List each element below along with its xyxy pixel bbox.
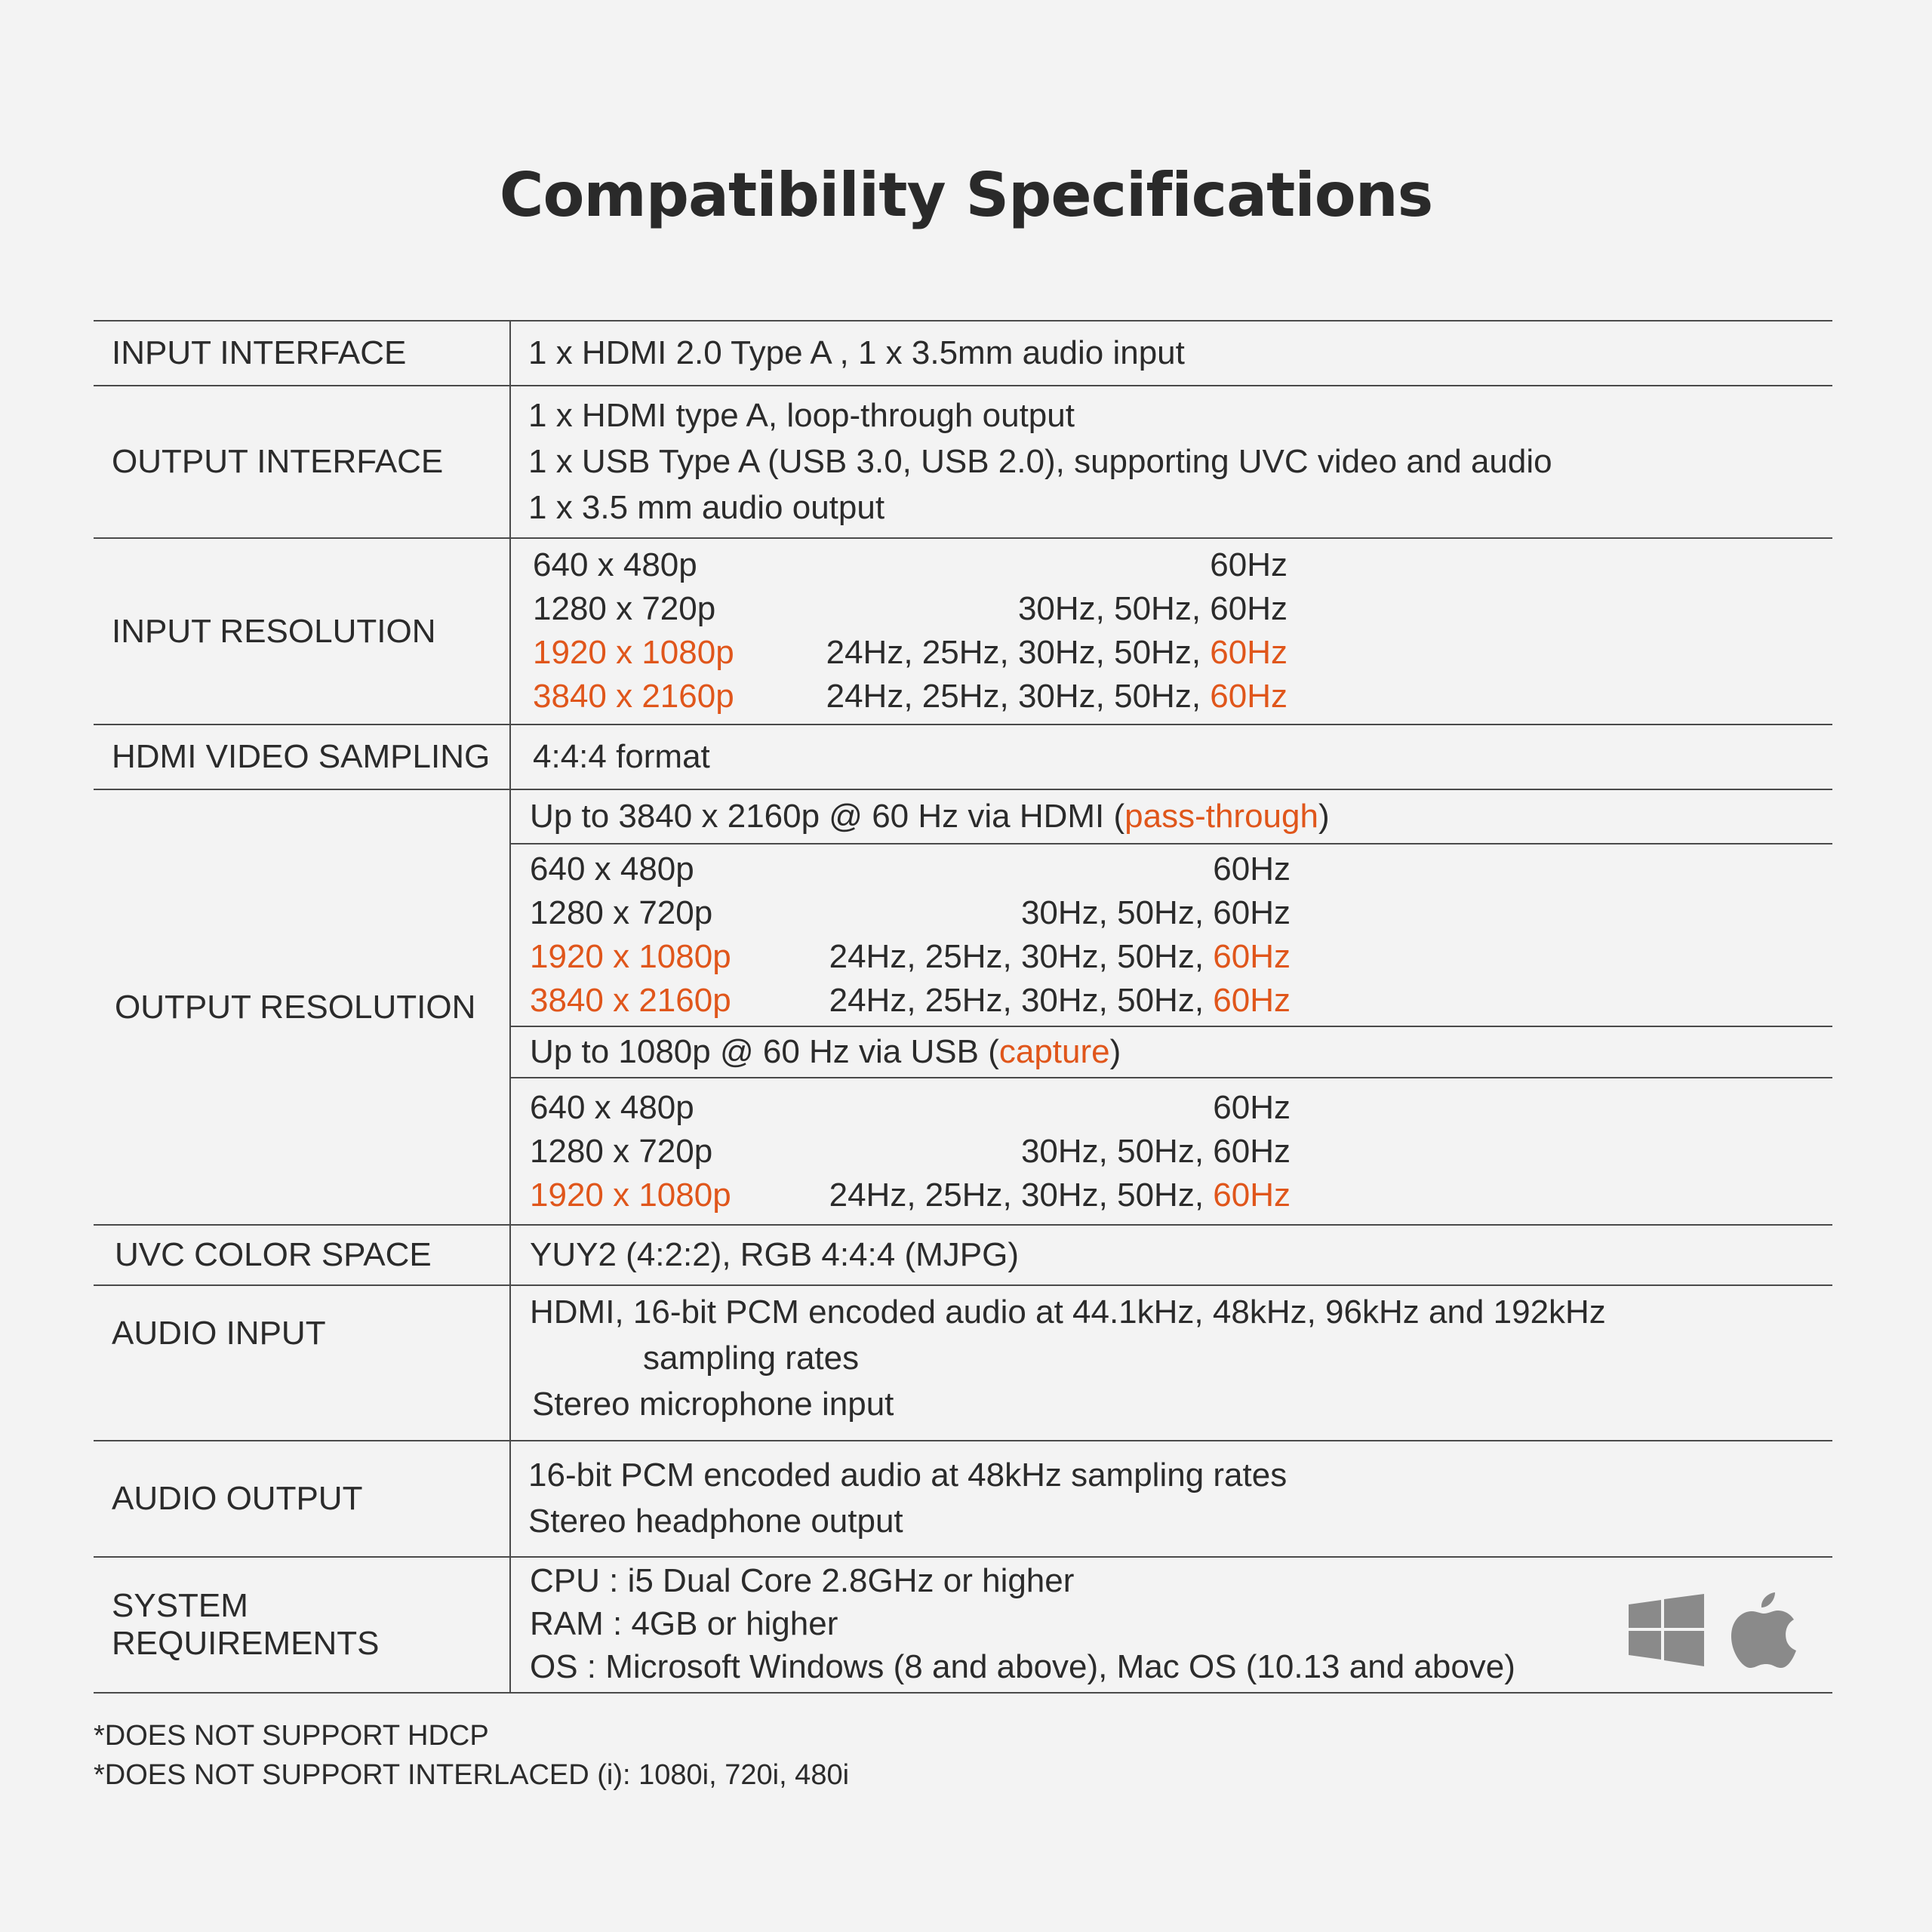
frame-rate-max: 60Hz — [1213, 938, 1291, 975]
row-system-requirements: SYSTEM REQUIREMENTS CPU : i5 Dual Core 2… — [94, 1558, 1832, 1694]
value-line: 1 x HDMI type A, loop-through output — [528, 397, 1075, 434]
frame-rate-max: 60Hz — [1213, 982, 1291, 1019]
frame-rates: 60Hz — [804, 543, 1287, 587]
frame-rates: 30Hz, 50Hz, 60Hz — [1020, 894, 1291, 931]
resolution-line: 3840 x 2160p 24Hz, 25Hz, 30Hz, 50Hz, 60Hz — [530, 979, 1832, 1023]
row-input-interface: INPUT INTERFACE 1 x HDMI 2.0 Type A , 1 … — [94, 321, 1832, 386]
frame-rates: 24Hz, 25Hz, 30Hz, 50Hz, 60Hz — [829, 938, 1291, 975]
frame-rates: 60Hz — [801, 1086, 1291, 1130]
resolution: 1280 x 720p — [530, 1133, 713, 1170]
frame-rate-max: 60Hz — [1213, 1089, 1291, 1126]
row-output-interface: OUTPUT INTERFACE 1 x HDMI type A, loop-t… — [94, 386, 1832, 539]
frame-rate-max: 60Hz — [1213, 851, 1291, 888]
page-title: Compatibility Specifications — [499, 160, 1434, 230]
value-line: OS : Microsoft Windows (8 and above), Ma… — [530, 1648, 1515, 1685]
apple-icon — [1731, 1592, 1796, 1668]
row-label: AUDIO INPUT — [94, 1286, 511, 1440]
windows-icon — [1629, 1594, 1704, 1666]
row-label: OUTPUT INTERFACE — [94, 386, 511, 537]
row-value: 4:4:4 format — [511, 725, 1832, 789]
row-audio-input: AUDIO INPUT HDMI, 16-bit PCM encoded aud… — [94, 1286, 1832, 1441]
value-line: HDMI, 16-bit PCM encoded audio at 44.1kH… — [530, 1294, 1606, 1331]
row-value: 640 x 480p 60Hz 1280 x 720p 30Hz, 50Hz, 60… — [511, 539, 1832, 724]
row-value: HDMI, 16-bit PCM encoded audio at 44.1kH… — [511, 1286, 1832, 1440]
capture-label: capture — [998, 1033, 1110, 1070]
resolution: 1280 x 720p — [530, 894, 713, 931]
value-line: 1 x 3.5 mm audio output — [528, 489, 885, 526]
frame-rate-max: 60Hz — [1213, 1177, 1291, 1214]
frame-rates: 30Hz, 50Hz, 60Hz — [1017, 590, 1287, 627]
row-value: 1 x HDMI type A, loop-through output 1 x… — [511, 386, 1832, 537]
frame-rate-max: 60Hz — [1210, 590, 1287, 627]
row-label: OUTPUT RESOLUTION — [94, 790, 511, 1224]
resolution-line: 640 x 480p 60Hz — [533, 543, 1832, 587]
row-label: HDMI VIDEO SAMPLING — [94, 725, 511, 789]
resolution-line: 640 x 480p 60Hz — [530, 848, 1832, 891]
frame-rates: 24Hz, 25Hz, 30Hz, 50Hz, 60Hz — [829, 982, 1291, 1019]
value-text: YUY2 (4:2:2), RGB 4:4:4 (MJPG) — [530, 1236, 1019, 1273]
row-audio-output: AUDIO OUTPUT 16-bit PCM encoded audio at… — [94, 1441, 1832, 1558]
frame-rates: 24Hz, 25Hz, 30Hz, 50Hz, 60Hz — [829, 1177, 1291, 1214]
row-value: Up to 3840 x 2160p @ 60 Hz via HDMI (pas… — [511, 790, 1832, 1224]
spec-table: INPUT INTERFACE 1 x HDMI 2.0 Type A , 1 … — [94, 320, 1832, 1694]
footnote: *DOES NOT SUPPORT HDCP — [94, 1720, 489, 1752]
row-label: INPUT RESOLUTION — [94, 539, 511, 724]
row-hdmi-sampling: HDMI VIDEO SAMPLING 4:4:4 format — [94, 725, 1832, 790]
row-value: YUY2 (4:2:2), RGB 4:4:4 (MJPG) — [511, 1226, 1832, 1284]
value-line: sampling rates — [643, 1340, 860, 1377]
resolution-line: 1920 x 1080p 24Hz, 25Hz, 30Hz, 50Hz, 60Hz — [530, 935, 1832, 979]
footnote: *DOES NOT SUPPORT INTERLACED (i): 1080i,… — [94, 1759, 850, 1791]
value-line: 1 x USB Type A (USB 3.0, USB 2.0), suppo… — [528, 443, 1552, 480]
row-label: SYSTEM REQUIREMENTS — [94, 1558, 511, 1692]
frame-rate-max: 60Hz — [1210, 678, 1287, 715]
resolution: 1920 x 1080p — [533, 634, 734, 671]
row-output-resolution: OUTPUT RESOLUTION Up to 3840 x 2160p @ 6… — [94, 790, 1832, 1226]
frame-rates: 30Hz, 50Hz, 60Hz — [1020, 1133, 1291, 1170]
resolution: 3840 x 2160p — [533, 678, 734, 715]
row-label: AUDIO OUTPUT — [94, 1441, 511, 1556]
value-text: 4:4:4 format — [533, 738, 710, 775]
frame-rate-max: 60Hz — [1213, 894, 1291, 931]
value-line: Stereo headphone output — [528, 1503, 903, 1540]
row-label: INPUT INTERFACE — [94, 321, 511, 385]
row-value: CPU : i5 Dual Core 2.8GHz or higher RAM … — [511, 1558, 1832, 1692]
pass-through-label: pass-through — [1124, 798, 1318, 835]
frame-rates: 60Hz — [801, 848, 1291, 891]
frame-rate-max: 60Hz — [1210, 546, 1287, 583]
frame-rate-max: 60Hz — [1210, 634, 1287, 671]
row-value: 16-bit PCM encoded audio at 48kHz sampli… — [511, 1441, 1832, 1556]
resolution-line: 3840 x 2160p 24Hz, 25Hz, 30Hz, 50Hz, 60Hz — [533, 675, 1832, 718]
resolution: 3840 x 2160p — [530, 982, 731, 1019]
resolution-line: 640 x 480p 60Hz — [530, 1086, 1832, 1130]
value-line: 16-bit PCM encoded audio at 48kHz sampli… — [528, 1457, 1287, 1494]
resolution: 640 x 480p — [530, 1089, 694, 1126]
resolution: 640 x 480p — [530, 851, 694, 888]
usb-output-header: Up to 1080p @ 60 Hz via USB (capture) — [511, 1027, 1832, 1078]
resolution: 640 x 480p — [533, 546, 697, 583]
resolution-line: 1920 x 1080p 24Hz, 25Hz, 30Hz, 50Hz, 60Hz — [533, 631, 1832, 675]
value-line: Stereo microphone input — [532, 1386, 894, 1423]
row-input-resolution: INPUT RESOLUTION 640 x 480p 60Hz 1280 x 7… — [94, 539, 1832, 725]
frame-rates: 24Hz, 25Hz, 30Hz, 50Hz, 60Hz — [826, 634, 1287, 671]
hdmi-output-header: Up to 3840 x 2160p @ 60 Hz via HDMI (pas… — [511, 790, 1832, 844]
os-icons — [1629, 1591, 1796, 1669]
row-value: 1 x HDMI 2.0 Type A , 1 x 3.5mm audio in… — [511, 321, 1832, 385]
value-line: CPU : i5 Dual Core 2.8GHz or higher — [530, 1562, 1075, 1599]
frame-rates: 24Hz, 25Hz, 30Hz, 50Hz, 60Hz — [826, 678, 1287, 715]
resolution-line: 1920 x 1080p 24Hz, 25Hz, 30Hz, 50Hz, 60Hz — [530, 1174, 1832, 1217]
frame-rate-max: 60Hz — [1213, 1133, 1291, 1170]
resolution-line: 1280 x 720p 30Hz, 50Hz, 60Hz — [530, 891, 1832, 935]
resolution-line: 1280 x 720p 30Hz, 50Hz, 60Hz — [530, 1130, 1832, 1174]
resolution-line: 1280 x 720p 30Hz, 50Hz, 60Hz — [533, 587, 1832, 631]
resolution: 1920 x 1080p — [530, 1177, 731, 1214]
hdmi-output-resolutions: 640 x 480p 60Hz 1280 x 720p 30Hz, 50Hz, 60… — [511, 844, 1832, 1027]
row-label: UVC COLOR SPACE — [94, 1226, 511, 1284]
value-text: 1 x HDMI 2.0 Type A , 1 x 3.5mm audio in… — [528, 334, 1185, 371]
resolution: 1920 x 1080p — [530, 938, 731, 975]
usb-output-resolutions: 640 x 480p 60Hz 1280 x 720p 30Hz, 50Hz, 60… — [511, 1078, 1832, 1217]
footnotes: *DOES NOT SUPPORT HDCP *DOES NOT SUPPORT… — [94, 1716, 849, 1795]
resolution: 1280 x 720p — [533, 590, 716, 627]
row-uvc-color-space: UVC COLOR SPACE YUY2 (4:2:2), RGB 4:4:4 … — [94, 1226, 1832, 1286]
value-line: RAM : 4GB or higher — [530, 1605, 838, 1642]
